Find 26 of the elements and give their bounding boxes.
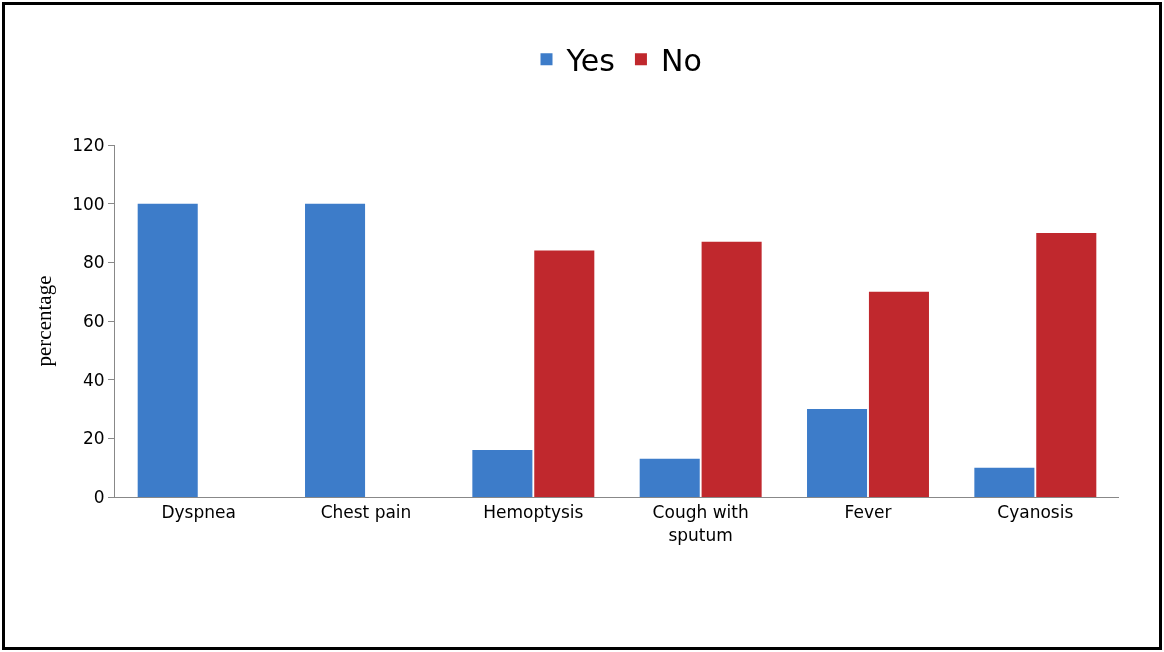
y-tick-label: 40: [82, 369, 105, 390]
bar: [305, 203, 366, 497]
y-tick-label: 20: [82, 428, 105, 449]
y-tick-label: 100: [72, 193, 105, 214]
bar: [639, 458, 700, 497]
x-tick-label: Cyanosis: [997, 502, 1074, 523]
x-tick-label: Cough with sputum: [652, 502, 749, 545]
bar: [868, 291, 929, 497]
legend-label: Yes: [565, 42, 615, 78]
bar: [701, 241, 762, 497]
x-tick-label: Dyspnea: [161, 502, 236, 523]
bar: [974, 467, 1035, 497]
x-tick-label: Chest pain: [320, 502, 412, 523]
legend-label: No: [660, 42, 702, 78]
x-tick-label: Hemoptysis: [483, 502, 584, 523]
y-tick-label: 60: [82, 310, 105, 331]
y-axis-title: percentage: [32, 275, 57, 367]
bar: [807, 409, 868, 497]
y-tick-label: 0: [93, 486, 105, 507]
y-tick-label: 120: [72, 134, 105, 155]
bar: [137, 203, 198, 497]
bar: [472, 450, 533, 497]
y-tick-label: 80: [82, 252, 105, 273]
bar: [1036, 233, 1097, 497]
x-tick-label: Fever: [844, 502, 892, 523]
bar: [534, 250, 595, 497]
